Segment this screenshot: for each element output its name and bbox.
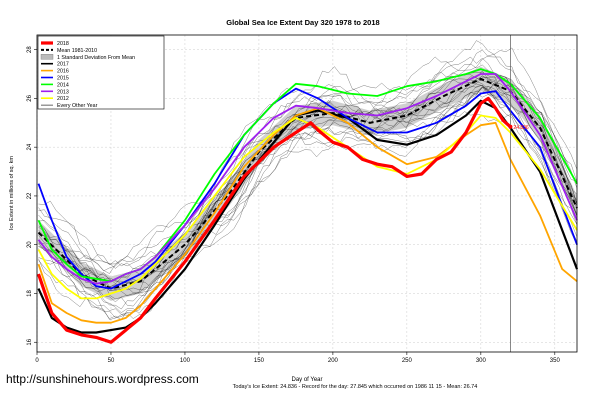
y-tick-label: 18 [27, 289, 33, 296]
every-other-year-line [38, 82, 578, 296]
x-tick-label: 0 [35, 358, 39, 364]
y-tick-label: 16 [27, 338, 33, 345]
legend-label: 2013 [57, 89, 69, 95]
legend-label: Mean 1981-2010 [57, 48, 97, 54]
every-other-year-line [38, 111, 578, 319]
series-line-2013 [37, 73, 578, 285]
every-other-year-line [38, 71, 578, 265]
mean-line [37, 77, 578, 290]
mean-1981-2010-line [37, 77, 578, 290]
legend-label: 2018 [57, 41, 69, 47]
current-day-marker: 24.836 [508, 35, 529, 352]
y-tick-label: 26 [27, 94, 33, 101]
y-tick-label: 24 [27, 143, 33, 150]
every-other-year-line [38, 83, 578, 293]
x-tick-label: 350 [550, 358, 561, 364]
legend-box [37, 35, 165, 110]
every-other-year-line [38, 86, 578, 320]
every-other-year-line [38, 92, 578, 314]
y-tick-label: 20 [27, 241, 33, 248]
series-line-2018 [36, 96, 512, 344]
legend-label: 1 Standard Deviation From Mean [57, 55, 135, 61]
legend-label: 2015 [57, 76, 69, 82]
legend-swatch [40, 54, 54, 60]
series-line-2012 [37, 114, 578, 300]
every-other-year-lines [38, 40, 578, 321]
y-tick-label: 28 [27, 46, 33, 53]
series-line-2014 [37, 68, 578, 283]
axes: 0 50 100 150 200 250 300 350 16 18 20 22 24 26 28 [27, 46, 560, 364]
y-tick-label: 22 [27, 192, 33, 199]
legend-label: 2012 [57, 96, 69, 102]
x-tick-label: 150 [254, 358, 265, 364]
footer-stats: Today's Ice Extent: 24.836 - Record for … [232, 384, 478, 390]
series-line-2017 [37, 99, 579, 334]
x-tick-label: 300 [476, 358, 487, 364]
legend-label: Every Other Year [57, 103, 98, 109]
every-other-year-line [38, 56, 578, 270]
chart-title: Global Sea Ice Extent Day 320 1978 to 20… [226, 18, 379, 27]
every-other-year-line [38, 87, 578, 321]
std-dev-band [38, 66, 577, 301]
x-tick-label: 200 [328, 358, 339, 364]
legend-label: 2014 [57, 82, 69, 88]
series-lines [36, 68, 579, 344]
legend-label: 2017 [57, 62, 69, 68]
y-axis-label: Ice Extent in millions of sq. km [9, 156, 15, 230]
legend-label: 2016 [57, 69, 69, 75]
current-value-label: 24.836 [513, 125, 529, 131]
x-axis-label: Day of Year [291, 377, 322, 383]
std-band-area [38, 66, 577, 301]
every-other-year-line [38, 47, 578, 274]
x-tick-label: 100 [180, 358, 191, 364]
every-other-year-line [38, 49, 578, 272]
x-tick-label: 50 [108, 358, 115, 364]
x-tick-label: 250 [402, 358, 413, 364]
plot-frame [36, 34, 578, 353]
watermark-url: http://sunshinehours.wordpress.com [6, 372, 199, 386]
current-value-point [508, 124, 513, 129]
